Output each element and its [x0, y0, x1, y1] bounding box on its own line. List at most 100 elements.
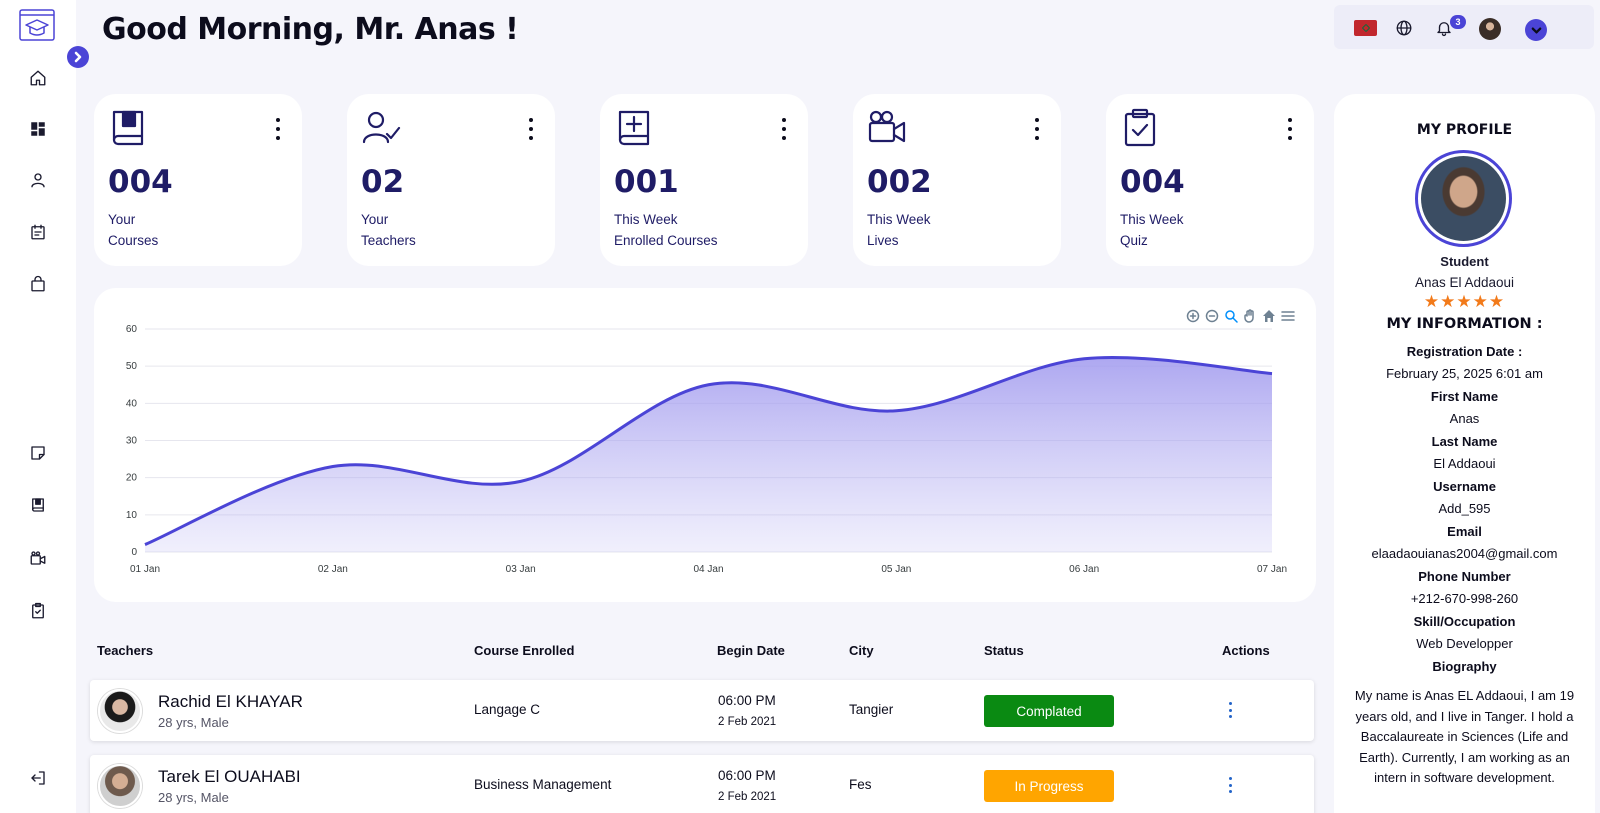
user-menu-dropdown[interactable]	[1525, 19, 1547, 41]
bell-icon[interactable]	[1434, 18, 1454, 38]
graduation-cap-logo-icon[interactable]	[18, 8, 56, 42]
stat-label: Your	[361, 212, 389, 227]
begin-date: 2 Feb 2021	[718, 791, 777, 803]
field-label: Last Name	[1431, 434, 1498, 449]
stat-label: Lives	[867, 233, 899, 248]
field-value: El Addaoui	[1433, 456, 1496, 471]
avatar[interactable]	[1479, 18, 1501, 40]
stat-label: This Week	[867, 212, 931, 227]
stat-value: 002	[867, 164, 932, 200]
topbar	[1334, 5, 1594, 49]
field-value: Web Developper	[1416, 636, 1513, 651]
column-header-begin-date: Begin Date	[717, 643, 785, 658]
stat-card-quiz[interactable]: 004 This Week Quiz	[1106, 94, 1314, 266]
status-badge[interactable]: In Progress	[984, 770, 1114, 802]
book-plus-icon	[614, 108, 654, 148]
calendar-icon[interactable]	[26, 220, 50, 244]
logout-icon[interactable]	[26, 766, 50, 790]
menu-icon[interactable]	[1280, 309, 1295, 324]
column-header-teachers: Teachers	[97, 643, 154, 658]
stat-label: This Week	[614, 212, 678, 227]
more-options-icon[interactable]	[780, 118, 788, 140]
language-flag-button[interactable]	[1354, 20, 1377, 36]
note-icon[interactable]	[26, 441, 50, 465]
user-check-icon	[361, 108, 401, 148]
field-value: elaadaouianas2004@gmail.com	[1371, 546, 1558, 561]
profile-name: Anas El Addaoui	[1414, 275, 1515, 290]
column-header-actions: Actions	[1222, 643, 1270, 658]
table-row[interactable]: Tarek El OUAHABI 28 yrs, Male Business M…	[90, 755, 1314, 813]
zoom-out-icon[interactable]	[1204, 309, 1219, 324]
stat-label: Quiz	[1120, 233, 1148, 248]
row-actions-icon[interactable]	[1226, 777, 1234, 793]
teacher-name: Tarek El OUAHABI	[158, 767, 301, 786]
chart-toolbar	[1185, 308, 1295, 324]
column-header-city: City	[849, 643, 874, 658]
more-options-icon[interactable]	[527, 118, 535, 140]
stat-value: 001	[614, 164, 679, 200]
status-badge[interactable]: Complated	[984, 695, 1114, 727]
begin-date: 2 Feb 2021	[718, 716, 777, 728]
home-icon[interactable]	[26, 66, 50, 90]
column-header-status: Status	[984, 643, 1024, 658]
field-label: Skill/Occupation	[1413, 614, 1516, 629]
begin-time: 06:00 PM	[718, 693, 776, 708]
book-icon[interactable]	[26, 493, 50, 517]
video-camera-icon[interactable]	[26, 546, 50, 570]
begin-time: 06:00 PM	[718, 768, 776, 783]
stat-label: Enrolled Courses	[614, 233, 718, 248]
stat-value: 004	[1120, 164, 1185, 200]
teacher-details: 28 yrs, Male	[158, 715, 229, 730]
stat-card-lives[interactable]: 002 This Week Lives	[853, 94, 1061, 266]
stat-value: 02	[361, 164, 405, 200]
teacher-name: Rachid El KHAYAR	[158, 692, 303, 711]
city: Fes	[849, 777, 872, 792]
field-value: +212-670-998-260	[1410, 591, 1519, 606]
row-actions-icon[interactable]	[1226, 702, 1234, 718]
field-label: Username	[1433, 479, 1496, 494]
table-row[interactable]: Rachid El KHAYAR 28 yrs, Male Langage C …	[90, 680, 1314, 741]
chart-card	[94, 288, 1316, 602]
more-options-icon[interactable]	[1286, 118, 1294, 140]
column-header-course: Course Enrolled	[474, 643, 575, 658]
chevron-down-icon	[1531, 26, 1541, 34]
stat-label: Teachers	[361, 233, 416, 248]
clipboard-check-icon	[1120, 108, 1160, 148]
pan-icon[interactable]	[1242, 309, 1257, 324]
stat-card-teachers[interactable]: 02 Your Teachers	[347, 94, 555, 266]
rating-stars: ★★★★★	[1423, 292, 1506, 311]
sidebar	[0, 0, 76, 813]
field-value: Anas	[1449, 411, 1480, 426]
clipboard-check-icon[interactable]	[26, 599, 50, 623]
stat-value: 004	[108, 164, 173, 200]
dashboard-icon[interactable]	[26, 117, 50, 141]
more-options-icon[interactable]	[1033, 118, 1041, 140]
user-icon[interactable]	[26, 168, 50, 192]
stat-label: This Week	[1120, 212, 1184, 227]
teacher-details: 28 yrs, Male	[158, 790, 229, 805]
stat-card-courses[interactable]: 004 Your Courses	[94, 94, 302, 266]
globe-icon[interactable]	[1394, 18, 1414, 38]
field-value: February 25, 2025 6:01 am	[1386, 366, 1543, 381]
video-camera-icon	[867, 108, 907, 148]
information-title: MY INFORMATION :	[1386, 316, 1543, 332]
field-label: Email	[1447, 524, 1482, 539]
field-label: Phone Number	[1418, 569, 1511, 584]
stat-label: Courses	[108, 233, 159, 248]
zoom-in-icon[interactable]	[1185, 309, 1200, 324]
course-name: Business Management	[474, 777, 612, 792]
zoom-icon[interactable]	[1223, 309, 1238, 324]
more-options-icon[interactable]	[274, 118, 282, 140]
stat-card-enrolled-courses[interactable]: 001 This Week Enrolled Courses	[600, 94, 808, 266]
biography-label: Biography	[1432, 659, 1497, 674]
morocco-flag-icon	[1361, 23, 1370, 33]
sidebar-toggle-button[interactable]	[67, 46, 89, 68]
book-icon	[108, 108, 148, 148]
stat-label: Your	[108, 212, 136, 227]
profile-role: Student	[1440, 254, 1489, 269]
notification-badge: 3	[1450, 15, 1466, 29]
city: Tangier	[849, 702, 894, 717]
reset-home-icon[interactable]	[1261, 309, 1276, 324]
page-title: Good Morning, Mr. Anas !	[102, 12, 519, 47]
shopping-bag-icon[interactable]	[26, 272, 50, 296]
